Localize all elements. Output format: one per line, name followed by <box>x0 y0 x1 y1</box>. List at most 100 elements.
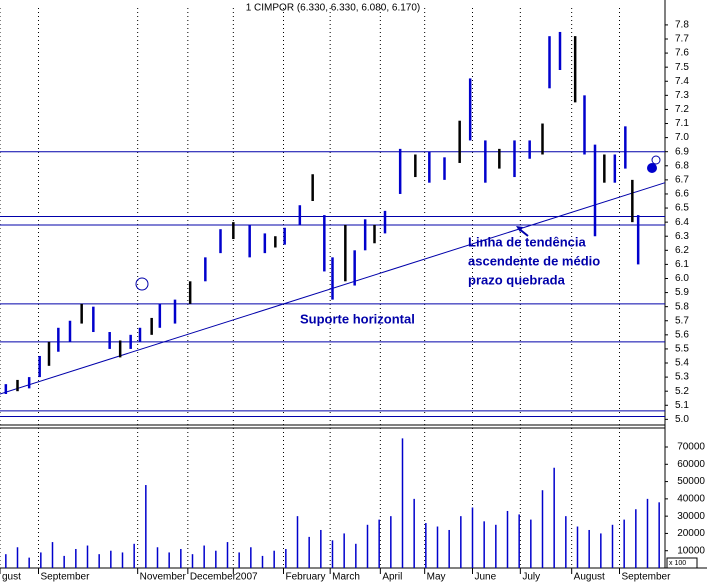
x-tick-label: March <box>332 572 360 582</box>
y-tick-label: 6.0 <box>675 273 689 284</box>
volume-bar <box>448 529 450 568</box>
y-tick-label: 7.3 <box>675 90 689 101</box>
volume-bar <box>121 552 124 568</box>
volume-bar <box>238 552 240 568</box>
x-tick-label: February <box>286 572 326 582</box>
volume-bar <box>366 524 369 568</box>
y-tick-label: 6.2 <box>675 245 689 256</box>
volume-bar <box>378 519 380 568</box>
y-tick-label: 5.6 <box>675 329 689 340</box>
volume-bar <box>226 542 229 568</box>
volume-bar <box>145 485 147 568</box>
volume-bar <box>658 502 660 568</box>
volume-bar <box>460 516 462 568</box>
y-tick-label: 7.6 <box>675 48 689 59</box>
y-tick-label: 30000 <box>677 511 705 522</box>
x-tick-label: April <box>382 572 402 582</box>
y-tick-label: 5.9 <box>675 287 689 298</box>
y-tick-label: 6.4 <box>675 217 689 228</box>
volume-bar <box>518 514 520 568</box>
chart-title: 1 CIMPOR (6.330, 6.330, 6.080, 6.170) <box>246 3 421 14</box>
y-tick-label: 5.1 <box>675 400 689 411</box>
volume-bar <box>320 529 322 568</box>
volume-bar <box>86 545 89 568</box>
y-tick-label: 6.7 <box>675 175 689 186</box>
volume-bar <box>553 467 555 568</box>
x-tick-label: June <box>475 572 497 582</box>
annotation: Suporte horizontal <box>300 311 415 326</box>
volume-bar <box>203 545 205 568</box>
y-tick-label: 5.0 <box>675 414 689 425</box>
annotation: Linha de tendência <box>468 234 587 249</box>
volume-bar <box>40 552 42 568</box>
volume-bar <box>541 490 544 568</box>
volume-bar <box>16 547 19 568</box>
y-tick-label: 5.7 <box>675 315 689 326</box>
y-tick-label: 7.7 <box>675 34 689 45</box>
volume-bar <box>98 554 100 568</box>
y-tick-label: 5.2 <box>675 386 689 397</box>
volume-bar <box>63 555 65 568</box>
volume-bar <box>576 526 579 568</box>
y-tick-label: 6.5 <box>675 203 689 214</box>
volume-bar <box>156 547 159 568</box>
unit-label: x 100 <box>669 560 686 567</box>
annotation: ascendente de médio <box>468 253 600 268</box>
y-tick-label: 70000 <box>677 442 705 453</box>
volume-bar <box>355 543 357 568</box>
volume-bar <box>51 542 54 568</box>
y-tick-label: 6.3 <box>675 231 689 242</box>
y-tick-label: 5.5 <box>675 344 689 355</box>
volume-bar <box>331 540 334 568</box>
volume-bar <box>565 516 567 568</box>
x-tick-label: May <box>427 572 446 582</box>
marker-icon <box>647 163 657 173</box>
unit-box <box>666 557 698 569</box>
y-tick-label: 40000 <box>677 494 705 505</box>
y-tick-label: 5.4 <box>675 358 689 369</box>
volume-bar <box>133 543 135 568</box>
x-tick-label: December <box>190 572 237 582</box>
volume-bar <box>635 509 637 568</box>
volume-bar <box>471 507 474 568</box>
y-tick-label: 50000 <box>677 476 705 487</box>
volume-bar <box>296 516 299 568</box>
volume-bar <box>273 550 275 568</box>
volume-bar <box>261 555 264 568</box>
volume-bar <box>425 523 427 568</box>
volume-bar <box>646 498 649 568</box>
volume-bar <box>180 548 182 568</box>
x-tick-label: 2007 <box>235 572 258 582</box>
volume-bar <box>168 552 170 568</box>
volume-bar <box>530 519 532 568</box>
x-tick-label: November <box>140 572 187 582</box>
volume-bar <box>28 557 30 568</box>
volume-bar <box>191 554 194 568</box>
volume-bar <box>215 550 217 568</box>
volume-bar <box>75 548 77 568</box>
volume-bar <box>588 529 590 568</box>
annotation: prazo quebrada <box>468 272 566 287</box>
volume-bar <box>495 524 497 568</box>
y-tick-label: 7.0 <box>675 132 689 143</box>
y-tick-label: 7.5 <box>675 62 689 73</box>
volume-bar <box>308 536 310 568</box>
y-tick-label: 10000 <box>677 545 705 556</box>
volume-bar <box>506 510 509 568</box>
volume-bar <box>483 521 485 568</box>
volume-bar <box>5 554 7 568</box>
y-tick-label: 7.4 <box>675 76 689 87</box>
volume-bar <box>600 533 602 568</box>
volume-bar <box>611 524 614 568</box>
volume-bar <box>623 519 625 568</box>
x-tick-label: gust <box>2 572 21 582</box>
y-tick-label: 6.8 <box>675 160 689 171</box>
volume-bar <box>343 533 345 568</box>
y-tick-label: 5.3 <box>675 372 689 383</box>
volume-bar <box>413 498 415 568</box>
volume-bar <box>401 438 404 568</box>
y-tick-label: 7.2 <box>675 104 689 115</box>
volume-bar <box>250 547 252 568</box>
